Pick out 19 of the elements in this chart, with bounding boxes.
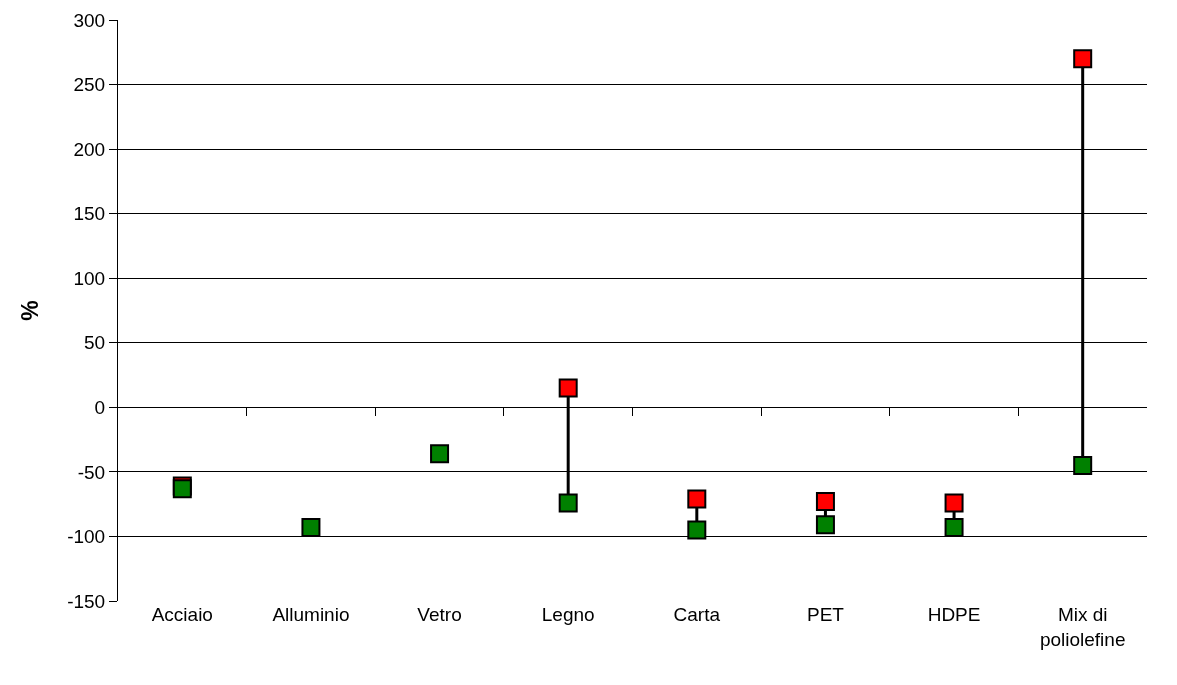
y-tick-label: -50 — [77, 461, 106, 483]
x-tick-label: Carta — [673, 604, 721, 625]
y-tick-label: 150 — [73, 203, 106, 225]
y-tick-label: -150 — [67, 590, 106, 612]
x-tick-label: Acciaio — [151, 604, 213, 625]
y-tick-label: 50 — [84, 332, 106, 354]
y-tick-label: 300 — [73, 9, 106, 31]
y-tick-label: 100 — [73, 267, 106, 289]
x-tick-label: Alluminio — [272, 604, 350, 625]
x-tick-label: HDPE — [927, 604, 981, 625]
x-tick-label: PET — [806, 604, 845, 625]
y-tick-label: -100 — [67, 526, 106, 548]
y-tick-label: 0 — [94, 396, 106, 418]
y-tick-label: 200 — [73, 138, 106, 160]
x-tick-label: Mix di poliolefine — [1039, 604, 1126, 650]
x-tick-label: Legno — [541, 604, 595, 625]
y-axis-title: % — [16, 300, 43, 321]
x-tick-label: Vetro — [417, 604, 462, 625]
y-tick-label: 250 — [73, 74, 106, 96]
